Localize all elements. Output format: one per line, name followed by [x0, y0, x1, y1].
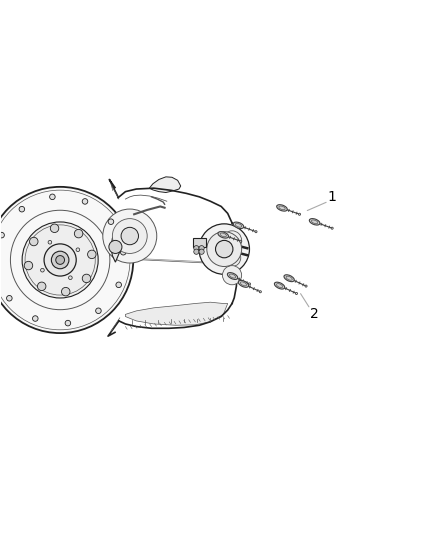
- Circle shape: [109, 240, 122, 254]
- Circle shape: [50, 224, 59, 232]
- Circle shape: [240, 240, 242, 243]
- Circle shape: [255, 231, 257, 233]
- Polygon shape: [111, 232, 125, 262]
- Circle shape: [108, 219, 114, 224]
- Ellipse shape: [227, 272, 238, 279]
- Circle shape: [51, 251, 69, 269]
- Circle shape: [69, 276, 72, 279]
- Circle shape: [24, 261, 33, 270]
- Circle shape: [19, 206, 25, 212]
- Circle shape: [113, 219, 147, 254]
- Circle shape: [29, 237, 38, 246]
- Circle shape: [44, 244, 76, 276]
- Ellipse shape: [218, 232, 229, 238]
- Ellipse shape: [275, 282, 285, 289]
- Circle shape: [22, 222, 98, 298]
- Circle shape: [259, 290, 261, 293]
- Ellipse shape: [238, 280, 249, 287]
- Circle shape: [248, 283, 251, 285]
- Ellipse shape: [284, 275, 294, 281]
- Circle shape: [298, 213, 300, 215]
- Circle shape: [48, 240, 52, 244]
- Circle shape: [199, 249, 204, 254]
- Circle shape: [0, 187, 133, 333]
- Circle shape: [61, 287, 70, 296]
- Circle shape: [331, 227, 333, 229]
- Circle shape: [120, 249, 126, 255]
- Polygon shape: [125, 302, 228, 325]
- Ellipse shape: [309, 219, 320, 225]
- Circle shape: [223, 231, 242, 250]
- Circle shape: [305, 285, 307, 287]
- Circle shape: [88, 250, 96, 259]
- Text: 2: 2: [310, 306, 318, 320]
- Circle shape: [82, 274, 91, 282]
- Ellipse shape: [233, 222, 244, 229]
- Circle shape: [223, 265, 242, 285]
- Circle shape: [215, 240, 233, 258]
- Circle shape: [103, 209, 157, 263]
- Circle shape: [82, 199, 88, 204]
- Circle shape: [223, 249, 241, 266]
- Circle shape: [76, 248, 80, 252]
- Circle shape: [199, 246, 204, 251]
- Circle shape: [49, 194, 55, 200]
- Circle shape: [296, 293, 297, 295]
- Circle shape: [74, 229, 83, 238]
- Circle shape: [32, 316, 38, 321]
- Circle shape: [65, 320, 71, 326]
- Circle shape: [199, 224, 250, 274]
- Polygon shape: [193, 238, 206, 247]
- Circle shape: [41, 269, 44, 272]
- Polygon shape: [149, 177, 181, 192]
- Ellipse shape: [277, 205, 287, 211]
- Circle shape: [0, 232, 4, 238]
- Text: 1: 1: [328, 190, 336, 204]
- Circle shape: [56, 256, 64, 264]
- Circle shape: [38, 282, 46, 290]
- Circle shape: [95, 308, 101, 313]
- Circle shape: [7, 295, 12, 301]
- Circle shape: [207, 232, 242, 266]
- Circle shape: [194, 249, 199, 254]
- Circle shape: [121, 228, 138, 245]
- Circle shape: [116, 282, 121, 288]
- Circle shape: [194, 246, 199, 251]
